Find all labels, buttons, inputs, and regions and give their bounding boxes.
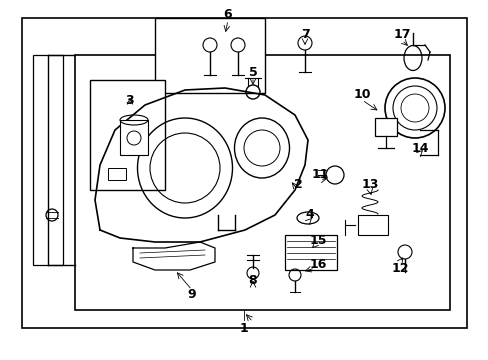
Text: 1: 1 <box>239 321 248 334</box>
Bar <box>22 18 466 328</box>
Text: 7: 7 <box>300 28 309 41</box>
Bar <box>155 18 264 93</box>
Text: 14: 14 <box>410 141 428 154</box>
Bar <box>285 235 336 270</box>
Text: 2: 2 <box>293 179 302 192</box>
Bar <box>75 55 449 310</box>
Bar <box>120 120 148 155</box>
Text: 12: 12 <box>390 261 408 274</box>
Text: 8: 8 <box>248 274 257 287</box>
Bar <box>108 168 126 180</box>
Text: 13: 13 <box>361 179 378 192</box>
Text: 16: 16 <box>309 258 326 271</box>
Text: 6: 6 <box>223 8 232 21</box>
Bar <box>90 80 164 190</box>
Text: 9: 9 <box>187 288 196 302</box>
Bar <box>357 215 387 235</box>
Text: 5: 5 <box>248 66 257 78</box>
Bar <box>374 118 396 136</box>
Text: 4: 4 <box>305 208 314 221</box>
Text: 11: 11 <box>311 168 328 181</box>
Bar <box>33 55 63 265</box>
Text: 15: 15 <box>308 234 326 247</box>
Text: 17: 17 <box>392 28 410 41</box>
Text: 3: 3 <box>125 94 134 107</box>
Text: 10: 10 <box>352 89 370 102</box>
